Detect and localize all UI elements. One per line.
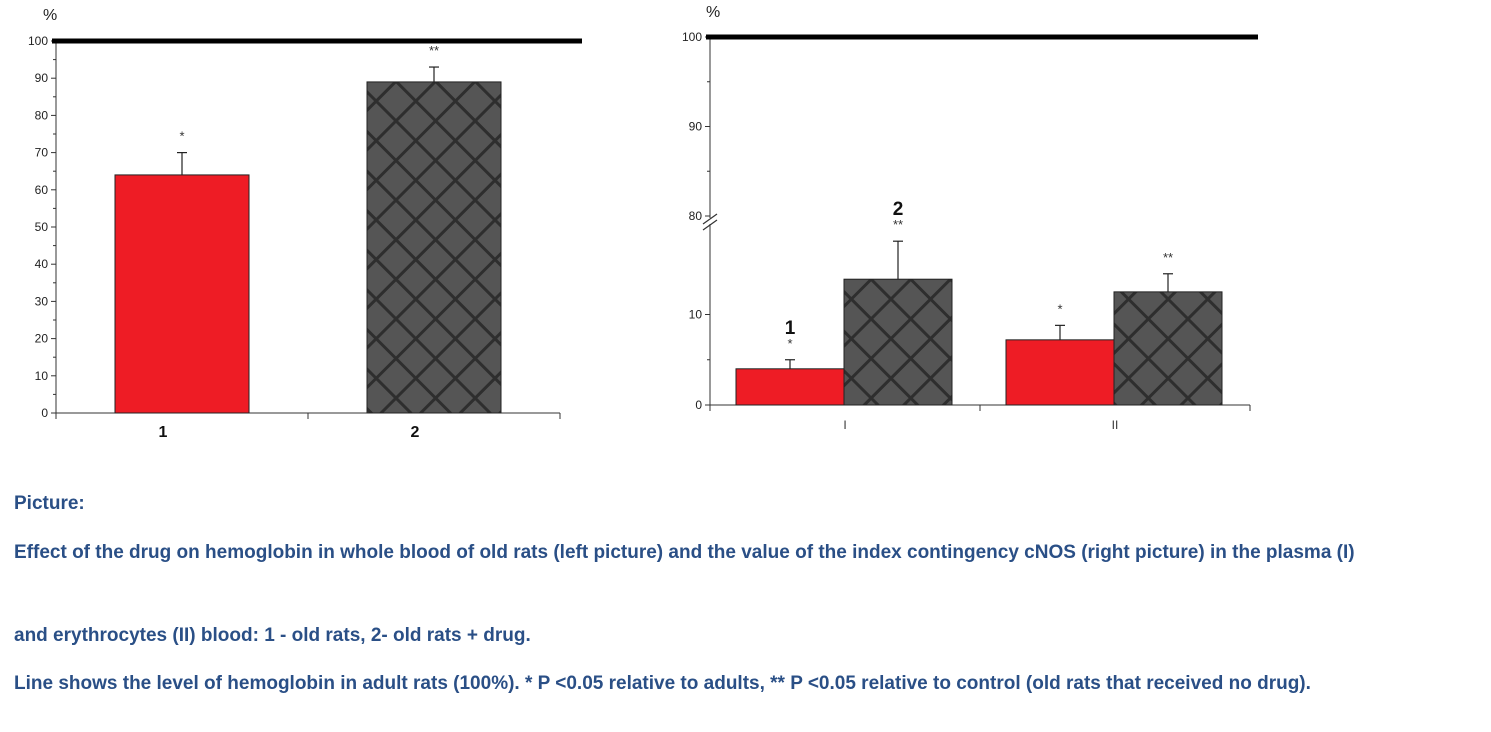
y-tick-label: 0 — [695, 398, 702, 412]
y-tick-label: 80 — [689, 209, 703, 223]
y-axis-label: % — [706, 4, 720, 21]
bar — [735, 368, 845, 406]
y-tick-label: 100 — [28, 34, 48, 48]
y-tick-label: 40 — [35, 257, 49, 271]
axis-break-mark — [702, 213, 718, 225]
y-tick-label: 30 — [35, 294, 49, 308]
y-tick-label: 60 — [35, 183, 49, 197]
y-tick-label: 90 — [35, 71, 49, 85]
caption-line-3: Line shows the level of hemoglobin in ad… — [14, 673, 1311, 694]
bar — [1113, 291, 1223, 406]
caption-line-1: Effect of the drug on hemoglobin in whol… — [14, 542, 1355, 563]
significance-marker: * — [179, 129, 184, 144]
bar — [1005, 339, 1115, 406]
x-tick-label: II — [1112, 418, 1119, 432]
y-axis-label: % — [43, 7, 57, 24]
y-tick-label: 100 — [682, 30, 702, 44]
axis-break-mark — [702, 219, 718, 231]
y-tick-label: 20 — [35, 332, 49, 346]
y-tick-label: 50 — [35, 220, 49, 234]
y-tick-label: 90 — [689, 120, 703, 134]
significance-marker: ** — [429, 43, 439, 58]
x-tick-label: 2 — [411, 424, 420, 441]
bar — [366, 81, 502, 414]
y-tick-label: 80 — [35, 108, 49, 122]
bar — [843, 278, 953, 406]
series-label: 1 — [785, 318, 796, 339]
bar — [114, 174, 250, 414]
y-tick-label: 0 — [41, 406, 48, 420]
caption-line-2: and erythrocytes (II) blood: 1 - old rat… — [14, 625, 531, 646]
x-tick-label: I — [843, 418, 846, 432]
significance-marker: ** — [893, 217, 903, 232]
chart-left: % 0 10 20 30 40 50 60 70 80 90 100 * 1 ** 2 — [28, 7, 582, 441]
series-label: 2 — [893, 199, 904, 220]
caption-title: Picture: — [14, 493, 85, 514]
y-tick-label: 10 — [689, 308, 703, 322]
y-tick-label: 70 — [35, 146, 49, 160]
significance-marker: * — [787, 336, 792, 351]
significance-marker: * — [1057, 301, 1062, 316]
y-tick-label: 10 — [35, 369, 49, 383]
significance-marker: ** — [1163, 250, 1173, 265]
x-tick-label: 1 — [159, 424, 168, 441]
